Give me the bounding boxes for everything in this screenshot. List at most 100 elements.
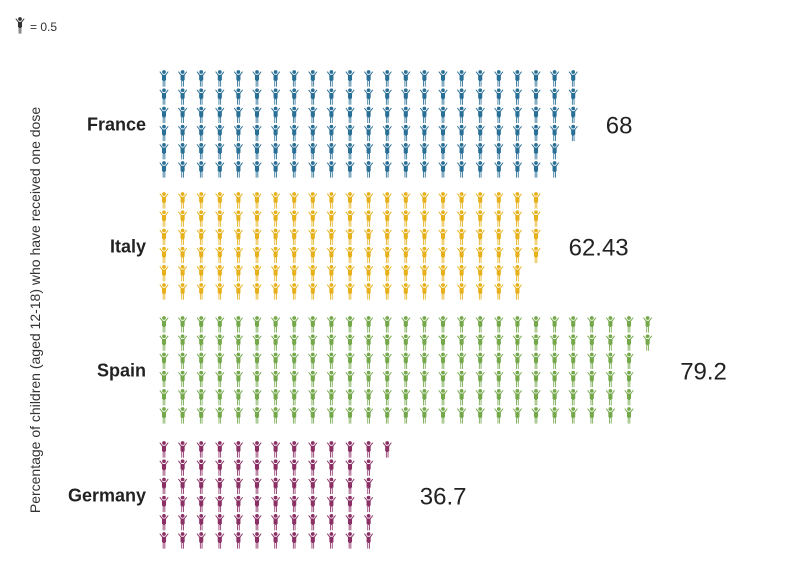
person-icon [196, 161, 206, 178]
person-icon [345, 407, 355, 424]
person-icon [568, 106, 578, 123]
person-icon [419, 70, 429, 87]
person-icon [364, 388, 374, 406]
person-icon [308, 161, 318, 178]
person-icon [438, 370, 448, 388]
person-icon [494, 161, 504, 178]
person-icon [531, 388, 541, 406]
person-icon [531, 70, 541, 87]
person-icon [401, 407, 411, 424]
person-icon [233, 316, 243, 333]
person-icon [289, 441, 299, 458]
person-icon [215, 88, 225, 105]
person-icon [382, 283, 392, 300]
person-icon [494, 283, 504, 300]
person-icon [605, 352, 615, 369]
person-icon [401, 283, 411, 300]
person-icon [438, 264, 448, 282]
person-icon [550, 106, 560, 123]
person-icon [233, 106, 243, 123]
person-icon [438, 192, 448, 209]
person-icon [457, 192, 467, 209]
person-icon [159, 370, 169, 388]
person-icon [289, 264, 299, 282]
person-icon [326, 106, 336, 123]
person-icon [568, 407, 578, 424]
person-icon [233, 334, 243, 351]
person-icon [159, 264, 169, 282]
person-icon [159, 459, 169, 476]
person-icon [494, 407, 504, 424]
person-icon [457, 246, 467, 264]
person-icon [252, 283, 262, 300]
person-icon [382, 228, 392, 245]
person-icon [568, 334, 578, 351]
person-icon [419, 161, 429, 178]
person-icon [271, 532, 281, 549]
person-icon [159, 210, 169, 227]
person-icon [178, 161, 188, 178]
person-icon [159, 532, 169, 549]
person-icon [289, 88, 299, 105]
person-icon [326, 264, 336, 282]
person-icon [568, 388, 578, 406]
partial-person-icon [531, 264, 541, 282]
person-icon [252, 228, 262, 245]
person-icon [289, 370, 299, 388]
person-icon [196, 228, 206, 245]
person-icon [196, 88, 206, 105]
person-icon [364, 513, 374, 531]
person-icon [457, 88, 467, 105]
person-icon [308, 264, 318, 282]
person-icon [531, 210, 541, 227]
person-icon [252, 370, 262, 388]
person-icon [605, 388, 615, 406]
person-icon [196, 352, 206, 369]
person-icon [196, 477, 206, 494]
person-icon [215, 532, 225, 549]
person-icon [475, 370, 485, 388]
person-icon [326, 407, 336, 424]
person-icon [326, 161, 336, 178]
person-icon [419, 192, 429, 209]
person-icon [308, 283, 318, 300]
person-icon [382, 161, 392, 178]
person-icon [587, 370, 597, 388]
person-icon [438, 228, 448, 245]
person-icon [345, 264, 355, 282]
person-icon [512, 407, 522, 424]
person-icon [215, 477, 225, 494]
person-icon [382, 388, 392, 406]
person-icon [438, 316, 448, 333]
person-icon [271, 334, 281, 351]
person-icon [159, 161, 169, 178]
person-icon [550, 334, 560, 351]
person-icon [345, 70, 355, 87]
person-icon [345, 161, 355, 178]
person-icon [531, 124, 541, 142]
person-icon [159, 88, 169, 105]
person-icon [159, 388, 169, 406]
person-icon [289, 106, 299, 123]
person-icon [215, 459, 225, 476]
person-icon [178, 210, 188, 227]
person-icon [326, 124, 336, 142]
person-icon [159, 192, 169, 209]
person-icon [419, 334, 429, 351]
person-icon [308, 70, 318, 87]
value-label: 36.7 [420, 484, 467, 511]
person-icon [457, 228, 467, 245]
person-icon [419, 106, 429, 123]
person-icon [512, 370, 522, 388]
person-icon [289, 334, 299, 351]
person-icon [271, 513, 281, 531]
person-icon [233, 388, 243, 406]
person-icon [308, 316, 318, 333]
person-icon [178, 459, 188, 476]
value-label: 62.43 [569, 235, 629, 262]
person-icon [271, 407, 281, 424]
person-icon [345, 532, 355, 549]
person-icon [159, 316, 169, 333]
person-icon [308, 106, 318, 123]
legend-text: = 0.5 [30, 20, 57, 34]
